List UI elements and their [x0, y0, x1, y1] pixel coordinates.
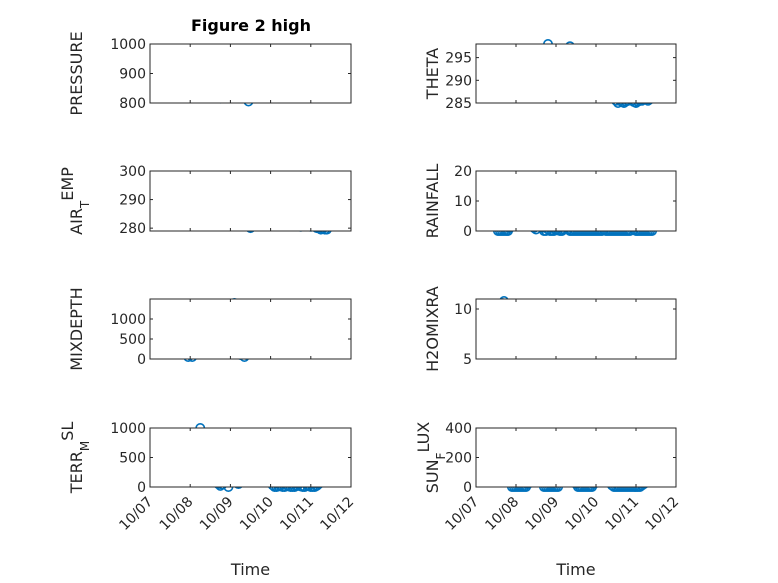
terr-msl-ylabel: TERRMSL: [58, 422, 93, 495]
terr-msl-ytick-label: 500: [119, 451, 146, 467]
subplot-h2omixra: 5 10 H2OMIXRA: [423, 286, 677, 372]
subplot-rainfall: 0 10 20 RAINFALL: [423, 164, 677, 240]
subplot-air-temp: 280 290 300 AIRTEMP: [58, 164, 352, 237]
air-temp-ytick-label: 290: [119, 193, 146, 209]
pressure-ytick-label: 800: [119, 96, 146, 112]
mixdepth-axes-box: [149, 298, 352, 360]
mixdepth-ytick-label: 1000: [110, 312, 146, 328]
pressure-ytick-label: 1000: [110, 37, 146, 53]
air-temp-ytick-label: 280: [119, 221, 146, 237]
rainfall-ylabel: RAINFALL: [423, 164, 442, 239]
pressure-axes-box: [149, 43, 352, 104]
sun-flux-ytick-label: 400: [445, 421, 472, 437]
terr-msl-xlabel: Time: [230, 560, 270, 579]
sun-flux-xlabel: Time: [555, 560, 595, 579]
air-temp-ytick-label: 300: [119, 164, 146, 180]
sun-flux-ytick-label: 0: [463, 480, 472, 496]
rainfall-axes-box: [475, 170, 677, 232]
terr-msl-ytick-label: 1000: [110, 421, 146, 437]
air-temp-ylabel: AIRTEMP: [58, 167, 93, 235]
subplot-mixdepth: 0 500 1000 MIXDEPTH: [67, 287, 352, 371]
h2omixra-ylabel: H2OMIXRA: [423, 286, 442, 372]
sun-flux-axes-box: [475, 427, 677, 488]
rainfall-ytick-label: 20: [454, 164, 472, 180]
sun-flux-ytick-label: 200: [445, 451, 472, 467]
theta-axes-box: [475, 43, 677, 104]
theta-ylabel: THETA: [423, 48, 442, 100]
mixdepth-ytick-label: 0: [137, 352, 146, 368]
theta-ytick-label: 285: [445, 96, 472, 112]
pressure-ytick-label: 900: [119, 67, 146, 83]
pressure-ylabel: PRESSURE: [67, 31, 86, 115]
theta-ytick-label: 295: [445, 51, 472, 67]
air-temp-axes-box: [149, 170, 352, 232]
h2omixra-ytick-label: 5: [463, 352, 472, 368]
rainfall-ytick-label: 10: [454, 194, 472, 210]
terr-msl-ytick-label: 0: [137, 480, 146, 496]
mixdepth-ytick-label: 500: [119, 332, 146, 348]
terr-msl-axes-box: [149, 427, 352, 488]
subplot-pressure: 800 900 1000 PRESSURE: [67, 31, 352, 116]
figure-title: Figure 2 high: [191, 16, 311, 35]
h2omixra-ytick-label: 10: [454, 302, 472, 318]
theta-ytick-label: 290: [445, 73, 472, 89]
h2omixra-axes-box: [475, 298, 677, 360]
mixdepth-ylabel: MIXDEPTH: [67, 287, 86, 370]
rainfall-ytick-label: 0: [463, 224, 472, 240]
sun-flux-ylabel: SUNFLUX: [414, 422, 449, 494]
